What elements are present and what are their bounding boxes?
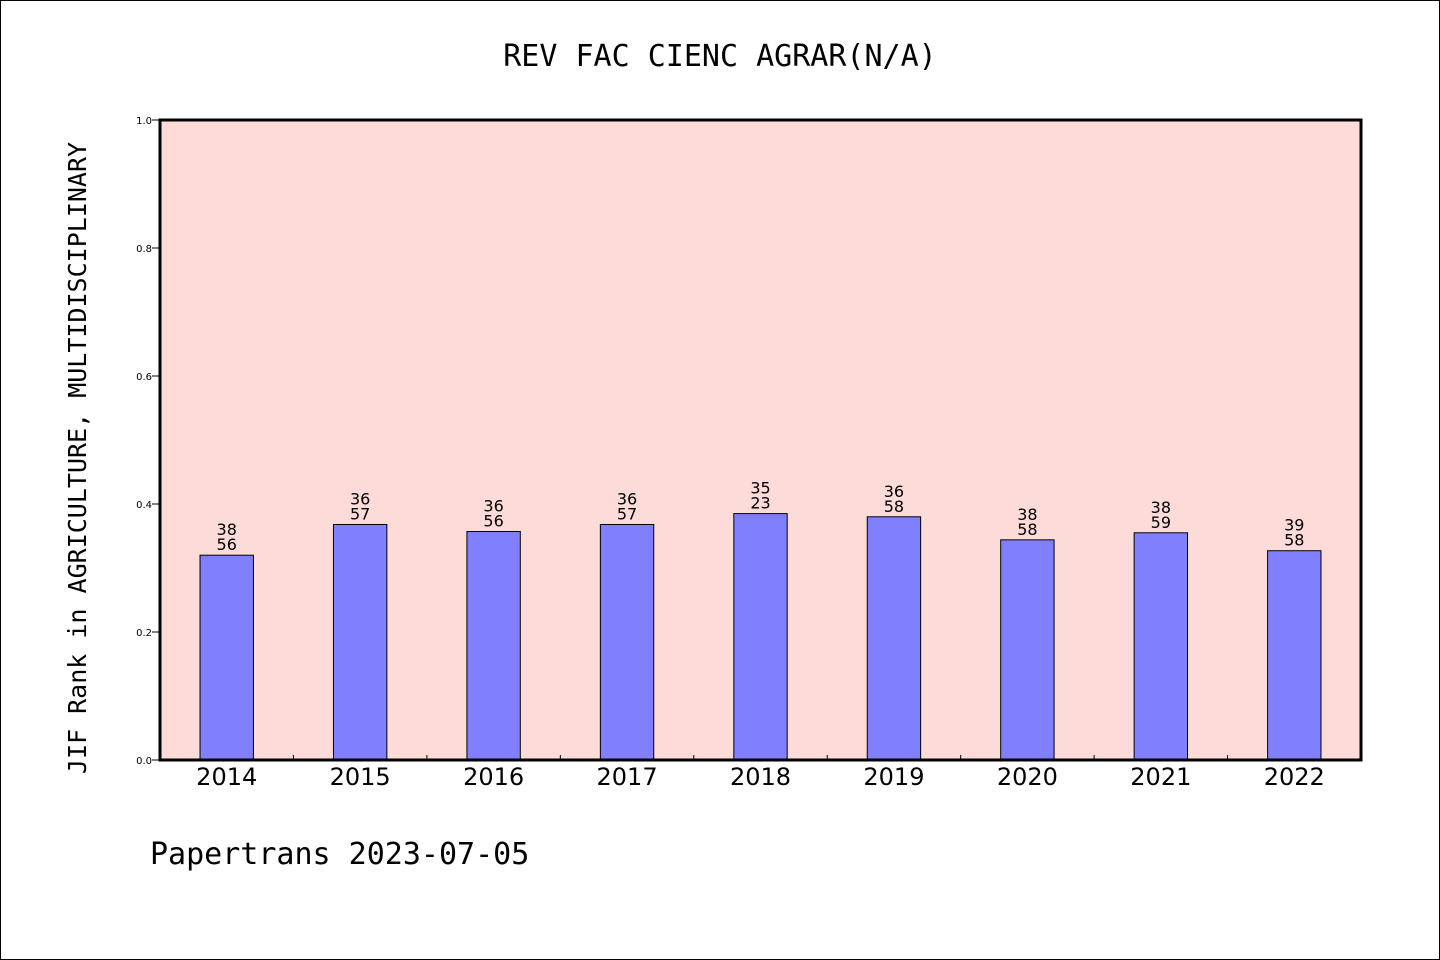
bar [199,554,254,761]
data-label-bottom: 59 [1151,513,1171,532]
x-tick-label: 2016 [463,763,524,791]
data-label-bottom: 57 [617,504,637,523]
y-axis-label: JIF Rank in AGRICULTURE, MULTIDISCIPLINA… [63,142,92,774]
bar [1000,539,1055,761]
data-label-bottom: 58 [1017,520,1037,539]
data-label-top: 36 [617,489,637,508]
data-label-top: 35 [750,479,770,498]
data-label-bottom: 56 [483,512,503,531]
y-tick-label: 0.8 [136,244,152,255]
bar [733,513,788,761]
data-label-top: 36 [483,497,503,516]
chart-title: REV FAC CIENC AGRAR(N/A) [503,39,936,74]
x-tick-label: 2022 [1264,763,1325,791]
bar [332,523,388,761]
x-tick-label: 2020 [997,763,1058,791]
x-tick-label: 2018 [730,763,791,791]
bar [866,516,922,761]
data-label-top: 39 [1284,516,1304,535]
bar [599,523,655,761]
x-tick-label: 2015 [330,763,391,791]
data-label-top: 38 [1151,498,1171,517]
data-label-bottom: 56 [217,535,237,554]
y-tick-label: 0.4 [136,500,152,511]
y-tick-label: 1.0 [136,116,152,127]
x-tick-label: 2021 [1130,763,1191,791]
data-label-bottom: 23 [750,494,770,513]
data-label-top: 36 [350,489,370,508]
x-tick-label: 2017 [597,763,658,791]
data-label-bottom: 58 [1284,531,1304,550]
plot-border [158,118,1363,762]
chart-marks: 0.00.20.40.60.81.03856201436572015365620… [136,116,1325,791]
y-tick-label: 0.2 [136,628,152,639]
x-tick-label: 2014 [196,763,257,791]
y-tick-label: 0.0 [136,756,152,767]
data-label-top: 38 [1017,505,1037,524]
data-label-bottom: 58 [884,497,904,516]
data-label-bottom: 57 [350,504,370,523]
footer-text: Papertrans 2023-07-05 [150,837,529,872]
x-tick-label: 2019 [863,763,924,791]
data-label-top: 36 [884,482,904,501]
bar [1133,532,1189,761]
data-label-top: 38 [217,520,237,539]
bar [466,531,521,761]
y-tick-label: 0.6 [136,372,152,383]
bar [1267,550,1322,761]
